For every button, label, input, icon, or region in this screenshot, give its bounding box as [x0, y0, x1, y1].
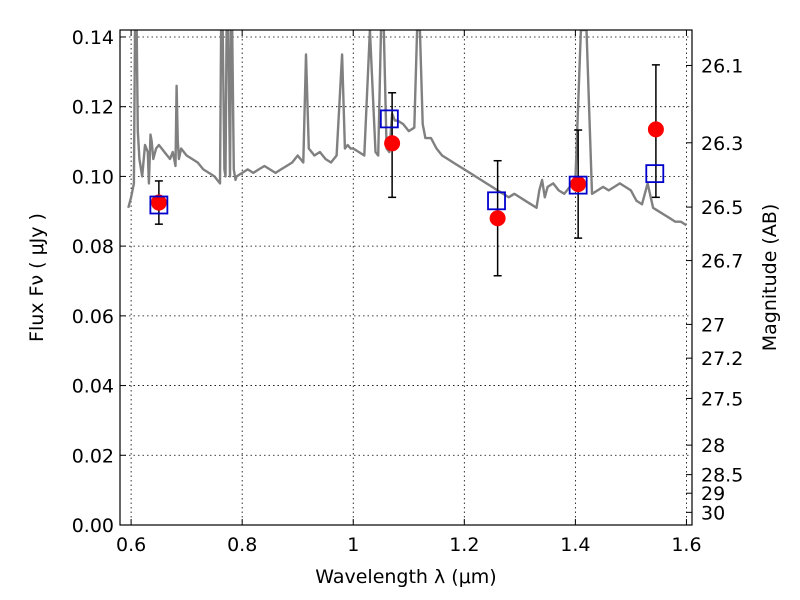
x-tick-label: 1.6 [671, 534, 701, 556]
y2-tick-label: 26.3 [701, 133, 743, 155]
y-tick-label: 0.14 [72, 27, 114, 49]
y2-tick-label: 27 [701, 314, 725, 336]
axis-ticks: 0.6 0.8 1 1.2 1.4 1.6 0.00 0.02 0.04 0.06 0.08 0.10… [72, 27, 744, 556]
y2-tick-label: 28.5 [701, 465, 743, 487]
model-band-point [568, 175, 588, 195]
grid-lines [120, 30, 692, 526]
observed-point [489, 210, 506, 227]
y-tick-label: 0.06 [72, 306, 114, 328]
observed-point [384, 135, 401, 152]
y-axis-title: Flux Fν ( μJy ) [26, 213, 48, 342]
y-tick-label: 0.08 [72, 236, 114, 258]
model-band-point [379, 109, 399, 129]
sed-line [127, 30, 688, 227]
y2-tick-label: 26.1 [701, 55, 743, 77]
x-tick-label: 1.4 [560, 534, 590, 556]
model-band-point [149, 195, 169, 215]
y2-tick-label: 26.5 [701, 197, 743, 219]
x-tick-label: 0.6 [116, 534, 146, 556]
model-band-point [487, 191, 506, 211]
y-tick-label: 0.04 [72, 376, 114, 398]
y-tick-label: 0.12 [72, 97, 114, 119]
y2-tick-label: 28 [701, 435, 725, 457]
x-tick-label: 0.8 [227, 534, 257, 556]
plot-frame [119, 29, 693, 526]
observed-point [570, 176, 587, 193]
model-band-points [149, 109, 665, 215]
observed-point [150, 194, 167, 211]
model-band-point [645, 164, 665, 184]
y2-tick-label: 30 [701, 502, 725, 524]
y2-tick-label: 26.7 [701, 251, 743, 273]
y2-tick-label: 29 [701, 483, 725, 505]
observed-points [150, 121, 664, 227]
y2-tick-label: 27.2 [701, 348, 743, 370]
y-tick-label: 0.00 [72, 515, 114, 537]
x-axis-title: Wavelength λ (μm) [315, 566, 496, 588]
model-sed-series [127, 30, 688, 227]
x-tick-label: 1.2 [449, 534, 479, 556]
y2-axis-title: Magnitude (AB) [759, 204, 781, 352]
y2-tick-label: 27.5 [701, 388, 743, 410]
x-tick-label: 1 [347, 534, 359, 556]
observed-point [647, 121, 664, 138]
y-tick-label: 0.10 [72, 166, 114, 188]
y-tick-label: 0.02 [72, 445, 114, 467]
